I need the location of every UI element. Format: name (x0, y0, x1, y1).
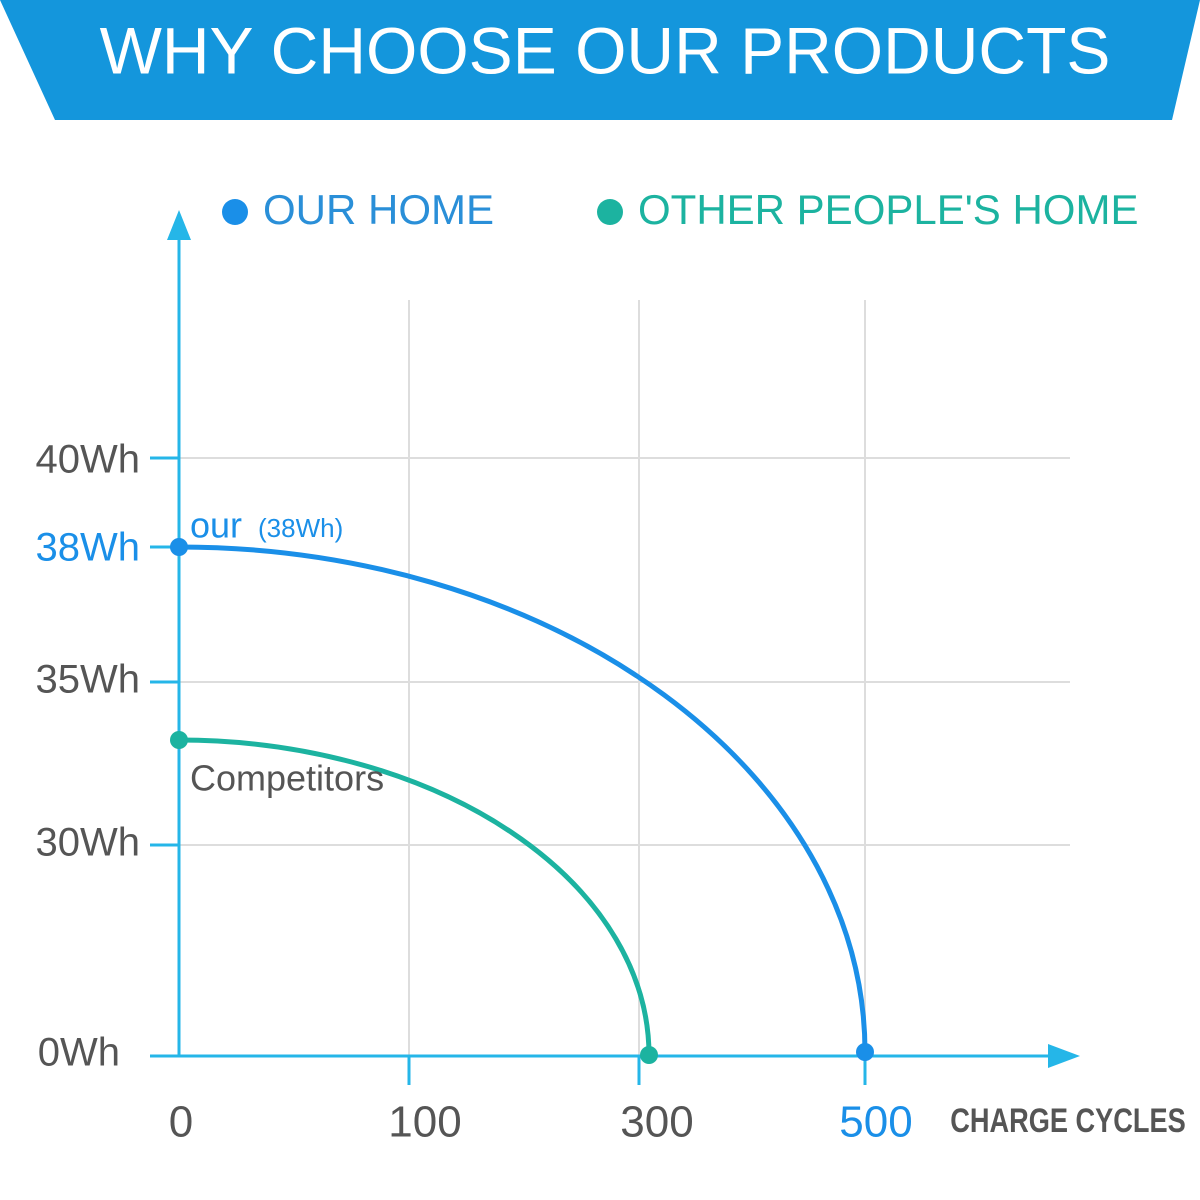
x-tick-label: 100 (388, 1098, 461, 1147)
legend-dot (597, 199, 623, 225)
y-tick-label: 38Wh (36, 526, 141, 570)
y-tick-label: 0Wh (38, 1031, 120, 1075)
y-ticks: 40Wh 38Wh 35Wh 30Wh 0Wh (36, 438, 141, 1075)
our-curve (178, 544, 868, 1053)
x-tick-label: 500 (839, 1098, 912, 1147)
legend-label: OUR HOME (263, 186, 494, 233)
our-value-annotation: (38Wh) (258, 513, 343, 543)
point (640, 1046, 658, 1064)
competitor-curve (178, 737, 652, 1056)
point (170, 731, 188, 749)
banner-title: WHY CHOOSE OUR PRODUCTS (100, 13, 1111, 87)
our-annotation: our (190, 505, 242, 546)
y-tick-label: 35Wh (36, 658, 141, 702)
y-tick-label: 40Wh (36, 438, 141, 482)
legend-label: OTHER PEOPLE'S HOME (638, 186, 1138, 233)
point (170, 538, 188, 556)
x-axis-label: CHARGE CYCLES (950, 1101, 1186, 1140)
competitor-annotation: Competitors (190, 758, 384, 799)
legend-dot (222, 199, 248, 225)
point (856, 1043, 874, 1061)
x-tick-label: 0 (169, 1098, 193, 1147)
axes (150, 210, 1080, 1085)
banner (0, 0, 1200, 120)
x-ticks: 0 100 300 500 (169, 1098, 913, 1147)
x-tick-label: 300 (620, 1098, 693, 1147)
grid (179, 300, 1070, 1055)
y-tick-label: 30Wh (36, 821, 141, 865)
